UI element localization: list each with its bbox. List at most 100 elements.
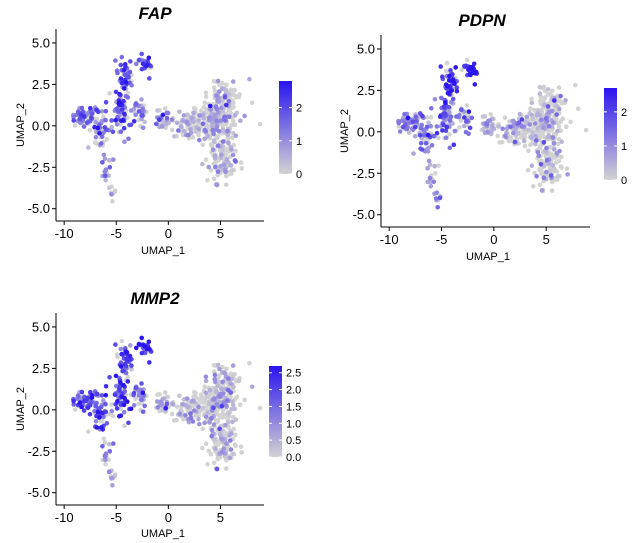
cell-point xyxy=(98,141,104,146)
cell-point xyxy=(418,140,424,146)
cell-point xyxy=(508,135,514,140)
cell-point xyxy=(94,391,100,397)
cell-point xyxy=(225,132,230,138)
cell-point xyxy=(225,149,231,154)
cell-point xyxy=(410,119,416,124)
cell-point xyxy=(79,404,84,410)
cell-point xyxy=(448,114,454,120)
cell-point xyxy=(530,130,535,135)
y-axis-label: UMAP_2 xyxy=(339,109,351,153)
colorbar-gradient xyxy=(279,81,292,174)
cell-point xyxy=(103,173,108,179)
x-tick-label: -5 xyxy=(110,510,122,525)
cell-point xyxy=(558,93,563,99)
cell-point xyxy=(536,153,542,158)
cell-point xyxy=(537,84,543,90)
cell-point xyxy=(239,450,244,455)
colorbar-tick-label: 0.0 xyxy=(286,452,301,464)
cell-point xyxy=(102,156,108,162)
cell-point xyxy=(129,363,134,368)
cell-point xyxy=(224,182,229,187)
cell-point xyxy=(233,417,239,423)
cell-point xyxy=(539,168,544,173)
cell-point xyxy=(103,401,108,407)
cell-point xyxy=(524,114,530,120)
colorbar-tick-label: 1.5 xyxy=(286,401,301,413)
panel-mmp2: MMP2 -10 -5 0 5 -5.0 -2.5 0.0 2.5 5.0 UMAP_1 UMA… xyxy=(15,289,301,540)
colorbar: 0.0 0.5 1.0 1.5 2.0 2.5 xyxy=(269,366,301,464)
cell-point xyxy=(544,169,549,175)
cell-point xyxy=(222,370,227,376)
cell-point xyxy=(557,148,562,154)
cell-point xyxy=(118,76,124,81)
cell-point xyxy=(162,106,168,111)
cell-point xyxy=(112,392,118,398)
cell-point xyxy=(71,118,76,123)
cell-point xyxy=(551,120,556,125)
cell-point xyxy=(220,408,226,413)
cell-point xyxy=(211,85,217,90)
cell-point xyxy=(226,376,231,381)
cell-point xyxy=(450,96,456,102)
cell-point xyxy=(162,390,168,395)
cell-point xyxy=(154,399,160,404)
cell-point xyxy=(123,80,129,85)
cell-point xyxy=(400,124,406,130)
cell-point xyxy=(413,124,418,130)
cell-point xyxy=(228,438,233,443)
cell-point xyxy=(103,461,108,467)
cell-point xyxy=(209,143,215,149)
cell-point xyxy=(224,82,229,88)
colorbar-gradient xyxy=(604,88,617,180)
cell-point xyxy=(247,360,252,366)
cell-point xyxy=(188,411,193,416)
cell-point xyxy=(485,129,490,135)
y-axis-label: UMAP_2 xyxy=(15,103,27,147)
cell-point xyxy=(229,431,234,436)
x-tick-label: -5 xyxy=(436,232,448,247)
cell-point xyxy=(118,364,124,369)
cell-point xyxy=(521,138,527,144)
cell-point xyxy=(214,93,219,98)
cell-point xyxy=(208,391,214,397)
cell-point xyxy=(142,119,147,125)
cell-point xyxy=(131,390,137,396)
y-axis-label: UMAP_2 xyxy=(15,387,27,431)
cell-point xyxy=(129,366,134,372)
cell-point xyxy=(109,408,115,414)
cell-point xyxy=(206,448,212,454)
cell-point xyxy=(411,151,416,156)
cell-point xyxy=(211,422,217,427)
cell-point xyxy=(237,92,242,97)
cell-point xyxy=(508,124,513,130)
cell-point xyxy=(215,78,221,84)
cell-point xyxy=(109,124,115,130)
y-tick-label: -2.5 xyxy=(353,166,375,181)
y-tick-label: 2.5 xyxy=(32,77,50,92)
cell-point xyxy=(565,172,570,177)
cell-point xyxy=(209,433,214,439)
cell-point xyxy=(202,420,207,426)
cell-point xyxy=(544,157,550,163)
cell-point xyxy=(122,139,127,145)
cell-point xyxy=(527,122,532,127)
x-tick-label: -10 xyxy=(380,232,399,247)
cell-point xyxy=(555,173,561,179)
cell-point xyxy=(81,408,87,413)
cell-point xyxy=(531,184,536,189)
cell-point xyxy=(530,116,536,121)
cell-point xyxy=(583,127,589,133)
y-tick-label: 5.0 xyxy=(357,41,375,56)
cell-point xyxy=(169,411,175,417)
cell-point xyxy=(109,192,114,197)
cell-point xyxy=(227,114,232,120)
cell-point xyxy=(128,122,134,128)
cell-point xyxy=(540,125,546,130)
cell-point xyxy=(556,85,562,90)
cell-point xyxy=(142,403,147,409)
x-tick-label: 0 xyxy=(165,226,172,241)
cell-point xyxy=(190,419,196,424)
cell-point xyxy=(202,384,207,390)
cell-point xyxy=(177,393,182,399)
cell-point xyxy=(81,398,87,404)
